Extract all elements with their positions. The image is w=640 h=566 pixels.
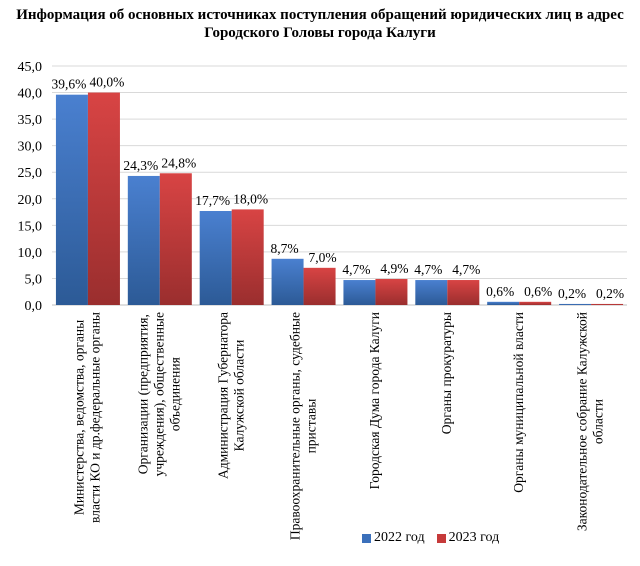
data-label: 0,6%	[486, 284, 514, 299]
y-tick-label: 10,0	[18, 246, 43, 261]
bar-2022-год	[55, 94, 88, 306]
bar-2023-год	[231, 209, 264, 305]
bar-2022-год	[343, 280, 376, 305]
bar-2023-год	[519, 301, 552, 305]
data-label: 0,2%	[596, 286, 624, 301]
category-label-text: Организации (предприятия, учреждения), о…	[135, 312, 183, 477]
bar-2023-год	[375, 278, 408, 305]
data-label: 7,0%	[309, 250, 337, 265]
bar-2022-год	[127, 175, 160, 305]
y-tick-label: 45,0	[18, 60, 43, 75]
data-label: 4,9%	[380, 261, 408, 276]
y-tick-label: 15,0	[18, 219, 43, 234]
category-label-box: Органы прокуратуры	[438, 312, 456, 562]
bar-2023-год	[159, 173, 192, 305]
category-label-box: Органы муниципальной власти	[510, 312, 528, 562]
data-label: 4,7%	[342, 262, 370, 277]
category-label-box: Правоохранительные органы, судебные прис…	[287, 312, 320, 562]
bar-2023-год	[87, 92, 120, 305]
bar-2022-год	[559, 303, 592, 305]
data-label: 24,8%	[161, 155, 196, 170]
legend-label: 2022 год	[374, 530, 425, 545]
y-tick-label: 25,0	[18, 166, 43, 181]
category-label-box: Министерства, ведомства, органы власти К…	[71, 312, 104, 562]
legend-swatch	[362, 533, 371, 543]
bar-2023-год	[591, 303, 624, 305]
category-label-text: Городская Дума города Калуги	[367, 312, 383, 490]
category-label-text: Законодательное собрание Калужской облас…	[574, 312, 606, 532]
bar-2022-год	[199, 210, 232, 305]
data-label: 24,3%	[123, 158, 158, 173]
data-label: 8,7%	[271, 241, 299, 256]
category-label-text: Администрация Губернатора Калужской обла…	[215, 312, 247, 480]
bar-2022-год	[487, 301, 520, 305]
data-label: 0,6%	[524, 284, 552, 299]
bar-2022-год	[415, 280, 448, 305]
data-label: 4,7%	[452, 262, 480, 277]
category-label-box: Законодательное собрание Калужской облас…	[575, 312, 608, 562]
category-label-box: Организации (предприятия, учреждения), о…	[135, 312, 184, 562]
category-label-box: Администрация Губернатора Калужской обла…	[215, 312, 248, 562]
chart-title: Информация об основных источниках поступ…	[16, 7, 624, 41]
data-label: 39,6%	[52, 77, 87, 92]
y-tick-label: 5,0	[25, 272, 43, 287]
y-tick-label: 35,0	[18, 113, 43, 128]
bar-2023-год	[447, 280, 480, 305]
data-label: 18,0%	[233, 191, 268, 206]
category-label-text: Правоохранительные органы, судебные прис…	[287, 312, 319, 541]
category-label-box: Городская Дума города Калуги	[366, 312, 384, 562]
data-label: 4,7%	[414, 262, 442, 277]
y-tick-label: 40,0	[18, 87, 43, 102]
category-label-text: Министерства, ведомства, органы власти К…	[71, 312, 103, 523]
data-label: 17,7%	[195, 193, 230, 208]
legend-item-2022: 2022 год	[362, 530, 425, 546]
y-tick-label: 30,0	[18, 140, 43, 155]
y-tick-label: 20,0	[18, 193, 43, 208]
legend: 2022 год 2023 год	[362, 530, 499, 546]
y-tick-label: 0,0	[25, 299, 43, 314]
legend-swatch	[436, 533, 446, 543]
category-label-text: Органы прокуратуры	[439, 312, 455, 435]
legend-item-2023: 2023 год	[436, 530, 500, 546]
data-label: 40,0%	[90, 75, 125, 90]
category-label-text: Органы муниципальной власти	[511, 312, 527, 493]
legend-label: 2023 год	[448, 530, 500, 545]
data-label: 0,2%	[558, 286, 586, 301]
bar-2022-год	[271, 258, 304, 305]
bar-2023-год	[303, 267, 336, 305]
